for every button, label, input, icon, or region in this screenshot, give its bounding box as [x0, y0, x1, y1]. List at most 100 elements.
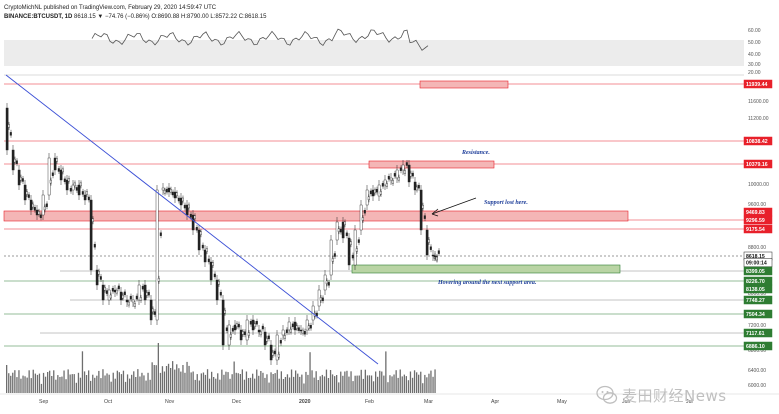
volume-bar — [73, 374, 75, 393]
candle-body — [403, 170, 406, 174]
volume-bar — [147, 372, 149, 393]
volume-bar — [118, 372, 120, 393]
volume-bar — [26, 377, 28, 393]
candle-body — [339, 228, 342, 233]
volume-bar — [393, 374, 395, 393]
candle-body — [151, 308, 154, 313]
watermark: 麦田财经News — [596, 384, 727, 406]
volume-bar — [299, 376, 301, 393]
candle-body — [217, 281, 220, 285]
candle-body — [161, 187, 165, 191]
level-price-tag — [743, 136, 773, 146]
candle-body — [303, 330, 306, 335]
volume-bar — [137, 369, 139, 393]
volume-bar — [336, 375, 338, 393]
volume-bar — [264, 377, 266, 393]
volume-bar — [252, 373, 254, 393]
publish-text: CryptoMichNL published on TradingView.co… — [4, 5, 217, 11]
candle-body — [25, 191, 28, 195]
volume-bar — [379, 370, 381, 393]
candle-body — [363, 209, 366, 214]
volume-bar — [18, 370, 20, 393]
volume-bar — [77, 372, 80, 393]
volume-bar — [92, 374, 94, 393]
volume-bar — [47, 372, 49, 393]
candle-body — [75, 187, 78, 191]
volume-bar — [381, 371, 383, 393]
volume-bar — [116, 370, 118, 393]
volume-bar — [165, 366, 168, 393]
candle-body — [83, 194, 87, 201]
candle-body — [71, 184, 75, 191]
candle-body — [61, 168, 64, 173]
volume-bar — [135, 377, 137, 393]
volume-bar — [288, 377, 291, 393]
ohlc-values: 8618.15 ▼ −74.76 (−0.86%) O:8690.88 H:87… — [74, 14, 267, 20]
candle-body — [197, 229, 201, 251]
level-price-text: 7504.34 — [746, 312, 765, 318]
volume-bar — [55, 379, 57, 393]
candle-body — [211, 262, 214, 266]
volume-bar — [81, 351, 84, 393]
volume-bar — [358, 375, 360, 393]
volume-bar — [176, 364, 178, 393]
candle-body — [27, 194, 30, 198]
volume-bar — [399, 369, 401, 393]
volume-bar — [53, 370, 55, 393]
candle-body — [375, 188, 378, 193]
volume-bar — [133, 371, 135, 393]
level-price-text: 9469.83 — [746, 210, 765, 216]
volume-bar — [200, 373, 202, 393]
level-price-tag — [743, 224, 773, 234]
volume-bar — [383, 375, 385, 393]
volume-bar — [278, 378, 280, 393]
candle-body — [15, 160, 18, 164]
volume-bar — [411, 377, 414, 393]
volume-bar — [327, 378, 330, 393]
volume-bar — [389, 375, 391, 393]
volume-bar — [401, 376, 403, 393]
volume-bar — [208, 378, 211, 393]
volume-bar — [170, 368, 172, 393]
candle-body — [289, 328, 292, 333]
candle-body — [201, 244, 204, 249]
candle-body — [105, 290, 108, 294]
volume-bar — [340, 371, 342, 393]
time-axis-label: Nov — [165, 399, 175, 405]
candle-body — [39, 214, 42, 219]
volume-bar — [67, 369, 69, 393]
volume-bar — [10, 375, 12, 393]
volume-bar — [102, 369, 104, 393]
volume-bar — [274, 373, 276, 393]
watermark-text: 麦田财经News — [622, 386, 727, 405]
candle-body — [373, 189, 376, 194]
volume-bar — [167, 363, 170, 393]
volume-bar — [106, 373, 108, 393]
volume-bar — [100, 378, 102, 393]
candle-body — [141, 285, 144, 290]
price-axis-label: 8000.00 — [748, 291, 766, 297]
candle-body — [139, 297, 142, 301]
volume-bar — [331, 374, 334, 393]
candle-body — [233, 324, 237, 331]
volume-bar — [8, 373, 10, 393]
candle-body — [179, 197, 183, 206]
candle-body — [65, 179, 69, 191]
candle-body — [7, 124, 10, 128]
candle-body — [241, 331, 244, 335]
volume-bar — [276, 369, 278, 393]
volume-bar — [206, 369, 209, 393]
candle-body — [125, 299, 129, 303]
volume-bar — [98, 370, 100, 393]
volume-bar — [397, 377, 399, 393]
candle-body — [203, 249, 207, 263]
volume-bar — [307, 374, 309, 393]
volume-bar — [65, 379, 67, 393]
candle-body — [209, 261, 213, 281]
volume-bar — [372, 381, 375, 393]
candle-body — [207, 258, 210, 263]
volume-bar — [42, 372, 45, 393]
candle-body — [355, 248, 358, 252]
level-price-tag — [743, 341, 773, 351]
